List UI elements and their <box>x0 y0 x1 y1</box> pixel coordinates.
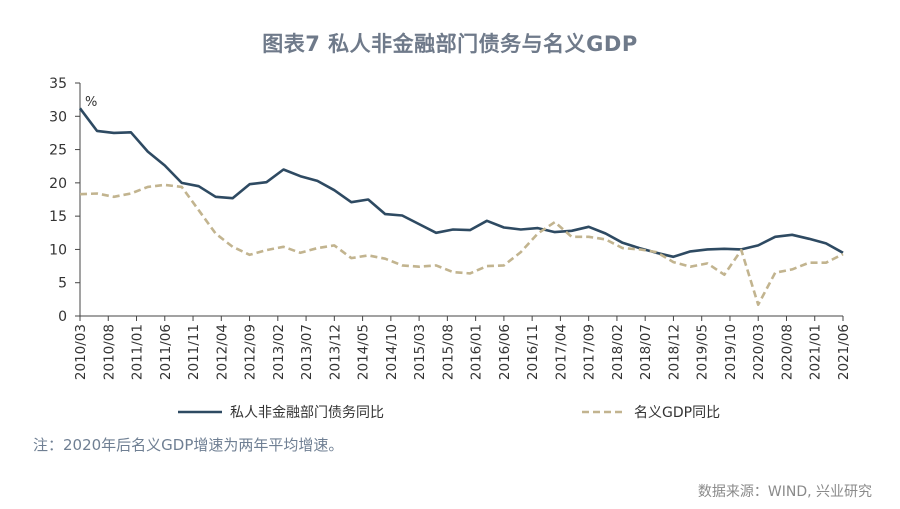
series-line-1 <box>78 107 844 259</box>
x-tick-label: 2011/11 <box>186 324 202 380</box>
legend-label-2: 名义GDP同比 <box>634 405 720 421</box>
x-tick-label: 2011/01 <box>130 324 146 380</box>
y-tick-label: 20 <box>49 176 67 192</box>
x-tick-label: 2015/03 <box>412 324 428 380</box>
x-tick-label: 2014/05 <box>356 324 372 380</box>
chart-title: 图表7 私人非金融部门债务与名义GDP <box>262 32 638 56</box>
x-tick-label: 2013/02 <box>271 324 287 380</box>
x-tick-label: 2021/01 <box>808 324 824 380</box>
series-line-2 <box>79 183 844 307</box>
x-tick-label: 2019/05 <box>695 324 711 380</box>
data-source: 数据来源：WIND, 兴业研究 <box>697 484 872 500</box>
x-tick-label: 2012/09 <box>243 324 259 380</box>
y-tick-label: 10 <box>49 242 67 258</box>
x-tick-label: 2012/04 <box>214 324 230 380</box>
x-tick-label: 2017/04 <box>553 324 569 380</box>
y-tick-label: 25 <box>49 143 67 159</box>
x-tick-label: 2011/06 <box>158 324 174 380</box>
x-tick-label: 2013/07 <box>299 324 315 380</box>
y-tick-label: 0 <box>58 309 67 325</box>
legend: 私人非金融部门债务同比 名义GDP同比 <box>178 405 720 421</box>
x-tick-label: 2017/09 <box>582 324 598 380</box>
y-tick-label: 30 <box>49 109 67 125</box>
x-tick-label: 2016/06 <box>497 324 513 380</box>
x-tick-label: 2020/08 <box>779 324 795 380</box>
x-tick-label: 2010/08 <box>101 324 117 380</box>
unit-label: % <box>85 95 97 110</box>
x-tick-label: 2019/10 <box>723 324 739 380</box>
legend-label-1: 私人非金融部门债务同比 <box>230 405 384 421</box>
x-tick-label: 2014/10 <box>384 324 400 380</box>
chart-note: 注：2020年后名义GDP增速为两年平均增速。 <box>33 436 344 454</box>
x-tick-label: 2018/12 <box>666 324 682 380</box>
y-tick-label: 15 <box>49 209 67 225</box>
y-tick-label: 35 <box>49 76 67 92</box>
x-tick-label: 2018/07 <box>638 324 654 380</box>
x-tick-label: 2010/03 <box>73 324 89 380</box>
x-tick-label: 2018/02 <box>610 324 626 380</box>
y-tick-label: 5 <box>58 276 67 292</box>
x-tick-label: 2016/11 <box>525 324 541 380</box>
x-tick-label: 2013/12 <box>327 324 343 380</box>
x-tick-label: 2015/08 <box>440 324 456 380</box>
x-axis: 2010/03 2010/08 2011/01 2011/06 2011/11 2012/… <box>73 315 852 380</box>
series-lines <box>78 107 844 307</box>
y-axis: 0 5 10 15 20 25 30 35 <box>49 76 81 325</box>
x-tick-label: 2016/01 <box>469 324 485 380</box>
x-tick-label: 2021/06 <box>836 324 852 380</box>
x-tick-label: 2020/03 <box>751 324 767 380</box>
